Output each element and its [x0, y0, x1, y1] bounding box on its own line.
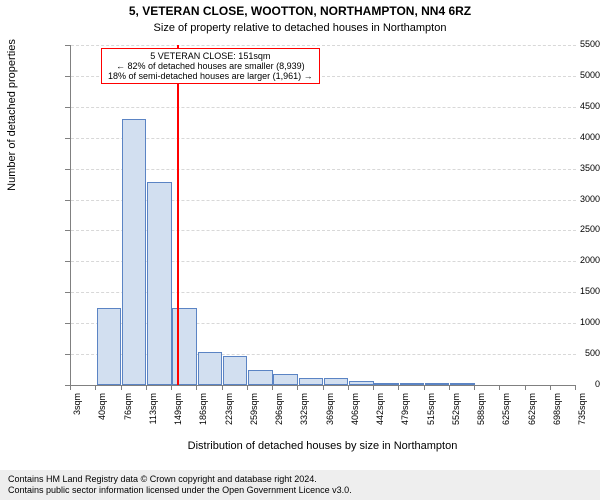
xtick-label: 186sqm — [198, 393, 208, 443]
ytick-mark — [65, 261, 70, 262]
ytick-label: 2500 — [538, 224, 600, 234]
x-axis-label: Distribution of detached houses by size … — [70, 440, 575, 452]
ytick-label: 5500 — [538, 39, 600, 49]
bar — [273, 374, 298, 385]
xtick-mark — [373, 385, 374, 390]
xtick-mark — [95, 385, 96, 390]
ytick-mark — [65, 200, 70, 201]
xtick-mark — [272, 385, 273, 390]
annotation-line2: ← 82% of detached houses are smaller (8,… — [108, 61, 313, 71]
ytick-mark — [65, 354, 70, 355]
xtick-label: 3sqm — [72, 393, 82, 443]
footer-line2: Contains public sector information licen… — [8, 485, 592, 496]
xtick-label: 515sqm — [426, 393, 436, 443]
bar — [172, 308, 197, 385]
reference-marker-line — [177, 45, 179, 385]
xtick-mark — [247, 385, 248, 390]
bar — [198, 352, 223, 385]
ytick-mark — [65, 323, 70, 324]
footer-line1: Contains HM Land Registry data © Crown c… — [8, 474, 592, 485]
annotation-line1: 5 VETERAN CLOSE: 151sqm — [108, 51, 313, 61]
ytick-label: 4000 — [538, 132, 600, 142]
xtick-mark — [398, 385, 399, 390]
xtick-label: 552sqm — [451, 393, 461, 443]
xtick-mark — [348, 385, 349, 390]
xtick-label: 479sqm — [400, 393, 410, 443]
gridline-h — [71, 107, 576, 108]
xtick-label: 698sqm — [552, 393, 562, 443]
xtick-mark — [499, 385, 500, 390]
ytick-mark — [65, 230, 70, 231]
ytick-label: 1000 — [538, 317, 600, 327]
xtick-label: 662sqm — [527, 393, 537, 443]
xtick-mark — [550, 385, 551, 390]
bar — [374, 383, 399, 385]
bar — [147, 182, 172, 385]
bar — [122, 119, 147, 385]
xtick-label: 369sqm — [325, 393, 335, 443]
xtick-mark — [424, 385, 425, 390]
xtick-mark — [171, 385, 172, 390]
xtick-mark — [121, 385, 122, 390]
bar — [425, 383, 450, 385]
ytick-mark — [65, 138, 70, 139]
ytick-label: 1500 — [538, 286, 600, 296]
xtick-label: 296sqm — [274, 393, 284, 443]
xtick-label: 40sqm — [97, 393, 107, 443]
ytick-label: 4500 — [538, 101, 600, 111]
bar — [349, 381, 374, 385]
ytick-label: 3000 — [538, 194, 600, 204]
xtick-label: 735sqm — [577, 393, 587, 443]
plot-area: 5 VETERAN CLOSE: 151sqm ← 82% of detache… — [70, 45, 576, 386]
ytick-label: 3500 — [538, 163, 600, 173]
chart-title-line2: Size of property relative to detached ho… — [0, 22, 600, 34]
gridline-h — [71, 169, 576, 170]
bar — [248, 370, 273, 385]
y-axis-label: Number of detached properties — [6, 15, 18, 215]
chart-title-line1: 5, VETERAN CLOSE, WOOTTON, NORTHAMPTON, … — [0, 4, 600, 18]
xtick-mark — [196, 385, 197, 390]
xtick-mark — [525, 385, 526, 390]
bar — [223, 356, 248, 385]
gridline-h — [71, 45, 576, 46]
xtick-label: 442sqm — [375, 393, 385, 443]
xtick-label: 223sqm — [224, 393, 234, 443]
footer: Contains HM Land Registry data © Crown c… — [0, 470, 600, 500]
xtick-label: 406sqm — [350, 393, 360, 443]
ytick-mark — [65, 76, 70, 77]
chart-container: 5, VETERAN CLOSE, WOOTTON, NORTHAMPTON, … — [0, 0, 600, 500]
ytick-mark — [65, 292, 70, 293]
bar — [400, 383, 425, 385]
xtick-mark — [222, 385, 223, 390]
xtick-label: 149sqm — [173, 393, 183, 443]
xtick-mark — [70, 385, 71, 390]
ytick-label: 5000 — [538, 70, 600, 80]
xtick-mark — [297, 385, 298, 390]
bar — [97, 308, 122, 385]
xtick-mark — [575, 385, 576, 390]
xtick-mark — [146, 385, 147, 390]
ytick-mark — [65, 169, 70, 170]
ytick-label: 2000 — [538, 255, 600, 265]
xtick-label: 625sqm — [501, 393, 511, 443]
ytick-mark — [65, 107, 70, 108]
bar — [324, 378, 349, 385]
bar — [299, 378, 324, 385]
xtick-label: 588sqm — [476, 393, 486, 443]
annotation-box: 5 VETERAN CLOSE: 151sqm ← 82% of detache… — [101, 48, 320, 84]
xtick-mark — [474, 385, 475, 390]
gridline-h — [71, 138, 576, 139]
bar — [450, 383, 475, 385]
xtick-label: 113sqm — [148, 393, 158, 443]
xtick-label: 259sqm — [249, 393, 259, 443]
xtick-label: 332sqm — [299, 393, 309, 443]
ytick-mark — [65, 45, 70, 46]
ytick-label: 0 — [538, 379, 600, 389]
xtick-label: 76sqm — [123, 393, 133, 443]
xtick-mark — [323, 385, 324, 390]
xtick-mark — [449, 385, 450, 390]
ytick-label: 500 — [538, 348, 600, 358]
annotation-line3: 18% of semi-detached houses are larger (… — [108, 71, 313, 81]
